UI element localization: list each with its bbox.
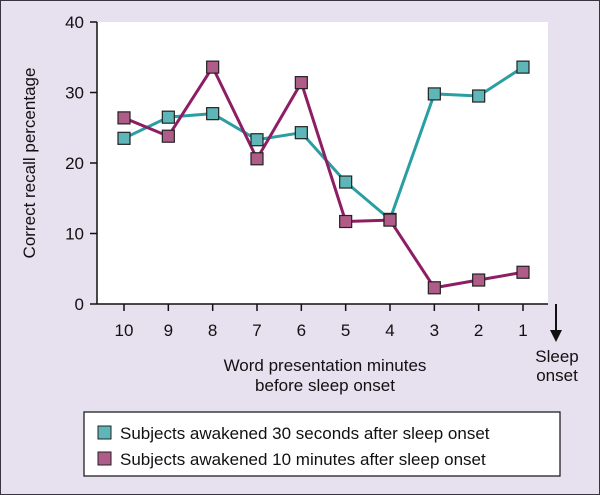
point-30-seconds-7 — [250, 133, 264, 147]
point-10-minutes-1 — [516, 265, 530, 279]
point-30-seconds-2 — [472, 89, 486, 103]
series-line-10-minutes — [123, 65, 524, 290]
y-tick-label-10: 10 — [65, 225, 84, 244]
point-30-seconds-10 — [117, 131, 131, 145]
x-tick-label-10: 10 — [115, 321, 134, 340]
point-30-seconds-1 — [516, 60, 530, 74]
point-10-minutes-4 — [383, 213, 397, 227]
series-line-30-seconds — [123, 65, 524, 221]
point-30-seconds-9 — [161, 110, 175, 124]
sleep-onset-arrow-head — [550, 330, 562, 342]
x-tick-label-6: 6 — [297, 321, 306, 340]
x-tick-label-5: 5 — [341, 321, 350, 340]
x-tick-label-4: 4 — [385, 321, 394, 340]
legend-box — [83, 411, 561, 477]
point-10-minutes-8 — [206, 60, 220, 74]
y-tick-label-40: 40 — [65, 13, 84, 32]
y-tick-label-0: 0 — [75, 295, 84, 314]
x-tick-label-3: 3 — [430, 321, 439, 340]
x-tick-label-2: 2 — [474, 321, 483, 340]
y-axis-title: Correct recall percentage — [20, 68, 39, 259]
legend-label-30-seconds: Subjects awakened 30 seconds after sleep… — [120, 424, 490, 443]
point-30-seconds-8 — [206, 107, 220, 121]
x-tick-label-1: 1 — [518, 321, 527, 340]
x-tick-label-7: 7 — [252, 321, 261, 340]
y-tick-label-30: 30 — [65, 84, 84, 103]
point-30-seconds-6 — [294, 126, 308, 140]
point-10-minutes-5 — [339, 214, 353, 229]
y-tick-label-20: 20 — [65, 154, 84, 173]
point-10-minutes-2 — [472, 273, 486, 287]
point-10-minutes-7 — [250, 152, 264, 166]
legend-swatch-30-seconds — [97, 425, 112, 440]
x-axis-title-line-1: Word presentation minutes — [224, 356, 427, 375]
sleep-onset-label-line-2: onset — [536, 366, 578, 385]
point-10-minutes-3 — [427, 281, 441, 295]
x-tick-label-9: 9 — [164, 321, 173, 340]
legend-label-10-minutes: Subjects awakened 10 minutes after sleep… — [120, 450, 486, 469]
point-10-minutes-9 — [161, 129, 175, 143]
plot-area — [97, 22, 548, 304]
legend-swatch-10-minutes — [97, 451, 112, 466]
point-30-seconds-3 — [427, 87, 441, 101]
sleep-onset-label-line-1: Sleep — [535, 347, 578, 366]
point-10-minutes-10 — [117, 111, 131, 125]
point-30-seconds-5 — [339, 175, 353, 189]
x-axis-title-line-2: before sleep onset — [255, 376, 395, 395]
point-10-minutes-6 — [294, 76, 308, 90]
x-tick-label-8: 8 — [208, 321, 217, 340]
